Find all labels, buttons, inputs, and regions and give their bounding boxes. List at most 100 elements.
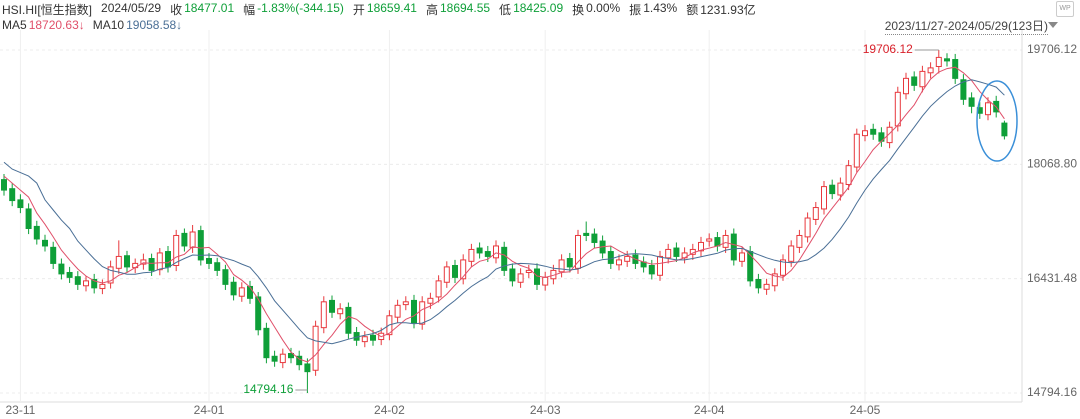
candle-body (58, 263, 65, 275)
candle-body (115, 255, 122, 269)
legend-name: MA10 (92, 18, 125, 32)
candle-body (452, 265, 458, 278)
candle-body (337, 308, 344, 315)
candle-body (206, 258, 212, 264)
quote-item: 幅 -1.83%(-344.15) (243, 1, 344, 18)
candle-body (501, 246, 508, 271)
candle-body (706, 238, 713, 242)
candle-body (755, 278, 762, 289)
candle-body (25, 208, 32, 229)
candle-body (944, 58, 950, 62)
max-label: 19706.12 (863, 42, 913, 56)
candle-body (255, 296, 262, 331)
candle-body (107, 266, 114, 284)
candle-body (312, 325, 319, 371)
candle-body (894, 91, 901, 127)
quote-value: 1231.93亿 (700, 3, 756, 17)
candle-body (148, 258, 155, 271)
candle-body (214, 262, 221, 271)
ma-line (3, 66, 1005, 363)
candle-body (468, 248, 475, 262)
quote-item: 额 1231.93亿 (686, 1, 755, 18)
range-dropdown[interactable] (1048, 22, 1058, 28)
candle-body (771, 273, 778, 287)
candle-body (919, 70, 926, 88)
candle-body (525, 269, 532, 273)
candle-body (197, 230, 204, 261)
candle-body (189, 231, 196, 248)
candle-body (558, 259, 565, 273)
candle-body (17, 199, 24, 209)
candle-body (837, 182, 844, 196)
candle-body (419, 301, 426, 325)
candle-body (460, 259, 467, 280)
candle-body (124, 255, 130, 268)
candle-body (427, 297, 434, 304)
candle-body (50, 246, 57, 264)
candle-body (493, 245, 499, 259)
candle-body (329, 299, 335, 313)
highlight-ring (976, 80, 1018, 162)
candle-body (222, 269, 229, 285)
candle-body (394, 304, 401, 318)
quote-label: 收 (170, 3, 183, 17)
candle-body (517, 273, 524, 283)
candle-body (247, 285, 253, 299)
quote-header: HSI.HI[恒生指数] 2024/05/29 收 18477.01 幅 -1.83%… (2, 1, 756, 18)
date-range[interactable]: 2023/11/27-2024/05/29(123日) (884, 19, 1048, 35)
candle-body (271, 355, 278, 362)
x-tick-label: 23-11 (5, 403, 35, 417)
wp-icon[interactable]: WP (1056, 1, 1074, 17)
candle-body (935, 56, 942, 67)
candle-body (361, 336, 368, 343)
x-tick-label: 24-05 (850, 403, 881, 417)
candle-body (624, 255, 631, 262)
candle-body (230, 281, 237, 296)
candle-body (862, 130, 868, 137)
candle-body (739, 252, 745, 262)
candle-body (665, 248, 672, 259)
candle-body (509, 268, 516, 282)
candle-body (845, 165, 852, 186)
quote-item: 振 1.43% (629, 1, 677, 18)
y-tick-label: 16431.48 (1027, 271, 1077, 285)
x-tick-label: 24-02 (374, 403, 405, 417)
candle-body (730, 233, 737, 261)
candle-body (616, 259, 622, 266)
quote-value: 0.00% (586, 1, 621, 15)
candle-body (960, 79, 967, 100)
quote-value: 1.43% (643, 1, 678, 15)
legend-item: MA5 18720.63↓ (2, 18, 85, 32)
candle-body (238, 287, 245, 297)
candle-body (780, 259, 786, 276)
quote-item: 收 18477.01 (170, 1, 234, 18)
candle-body (345, 306, 352, 334)
quote-item: 低 18425.09 (499, 1, 563, 18)
x-tick-label: 24-04 (694, 403, 725, 417)
candle-body (279, 353, 286, 364)
candle-body (853, 133, 860, 168)
quote-label: 低 (499, 3, 512, 17)
quote-item: 换 0.00% (572, 1, 620, 18)
candle-body (788, 245, 795, 262)
quote-value: -1.83%(-344.15) (257, 1, 344, 15)
quote-item: 高 18694.55 (426, 1, 490, 18)
quote-item: 开 18659.41 (353, 1, 417, 18)
candle-body (83, 280, 89, 287)
x-tick-label: 24-01 (194, 403, 225, 417)
candle-body (870, 128, 877, 135)
candle-body (9, 188, 16, 202)
candle-body (99, 283, 106, 290)
candle-body (42, 239, 48, 247)
candle-body (747, 251, 754, 282)
candle-body (591, 233, 598, 243)
candle-body (411, 299, 417, 324)
candle-body (66, 271, 73, 278)
candle-body (1001, 122, 1008, 137)
y-tick-label: 18068.80 (1027, 157, 1077, 171)
candle-body (968, 97, 975, 107)
candle-body (484, 251, 491, 257)
candle-body (288, 352, 294, 359)
